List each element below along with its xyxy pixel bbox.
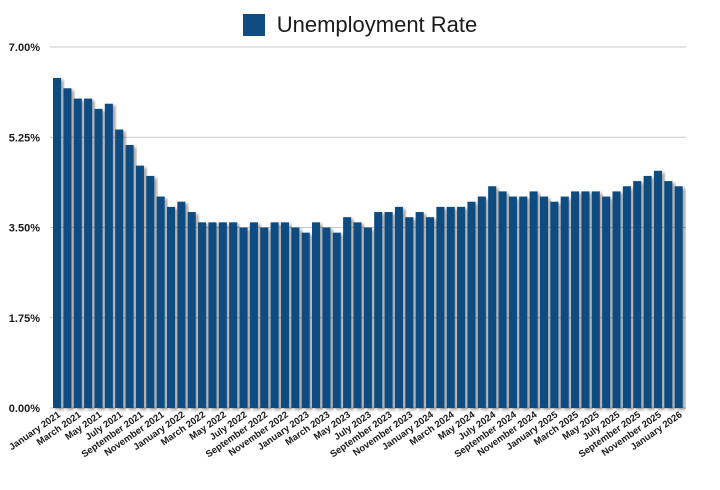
bar (457, 206, 466, 408)
bar (343, 217, 352, 408)
bar (415, 212, 424, 408)
chart-legend: Unemployment Rate (0, 12, 720, 38)
bar (529, 191, 538, 408)
bar (353, 222, 362, 408)
bar (53, 77, 62, 408)
bar (425, 217, 435, 408)
bar (612, 191, 621, 408)
bar (249, 222, 258, 408)
bar (208, 222, 217, 408)
bar (488, 186, 497, 408)
bar (664, 181, 673, 408)
bar (301, 232, 310, 408)
bar (498, 191, 507, 408)
bar (84, 98, 93, 409)
bar (581, 191, 590, 408)
bar (94, 108, 103, 408)
bar (363, 227, 372, 408)
bar (539, 196, 549, 408)
bar (187, 212, 196, 408)
legend-swatch (242, 14, 265, 36)
bar (384, 212, 393, 408)
y-tick-label: 5.25% (9, 132, 40, 144)
bar (519, 196, 528, 408)
bar (602, 196, 611, 408)
bar (312, 222, 321, 408)
bar (135, 165, 144, 408)
bar (125, 144, 134, 408)
bar (622, 186, 631, 408)
bar (104, 103, 113, 408)
bar (239, 227, 248, 408)
bar (115, 129, 124, 408)
bar (280, 222, 290, 408)
bar (477, 196, 486, 408)
bar (508, 196, 517, 408)
bar (374, 212, 383, 408)
bar (550, 201, 559, 408)
bar (674, 186, 683, 408)
bar (405, 217, 414, 408)
bar (322, 227, 331, 408)
bar (73, 98, 82, 409)
bar (166, 206, 176, 408)
bar (260, 227, 269, 408)
bar (394, 206, 403, 408)
y-tick-label: 7.00% (9, 42, 40, 54)
bar (591, 191, 600, 408)
y-tick-label: 3.50% (9, 223, 40, 235)
y-tick-label: 0.00% (9, 403, 40, 415)
bar (177, 201, 186, 408)
bar (332, 232, 341, 408)
bar (643, 175, 652, 408)
bar (63, 88, 72, 408)
bar (560, 196, 569, 408)
bar (571, 191, 580, 408)
bar (446, 206, 455, 408)
bar (156, 196, 165, 408)
y-tick-label: 1.75% (9, 313, 40, 325)
bar (229, 222, 238, 408)
bar (633, 181, 642, 408)
bar (291, 227, 300, 408)
bar (653, 170, 662, 408)
bar (218, 222, 227, 408)
bar (146, 175, 155, 408)
bar (270, 222, 279, 408)
bar (436, 206, 445, 408)
bar (467, 201, 476, 408)
legend-label: Unemployment Rate (276, 12, 478, 37)
bar (198, 222, 207, 408)
